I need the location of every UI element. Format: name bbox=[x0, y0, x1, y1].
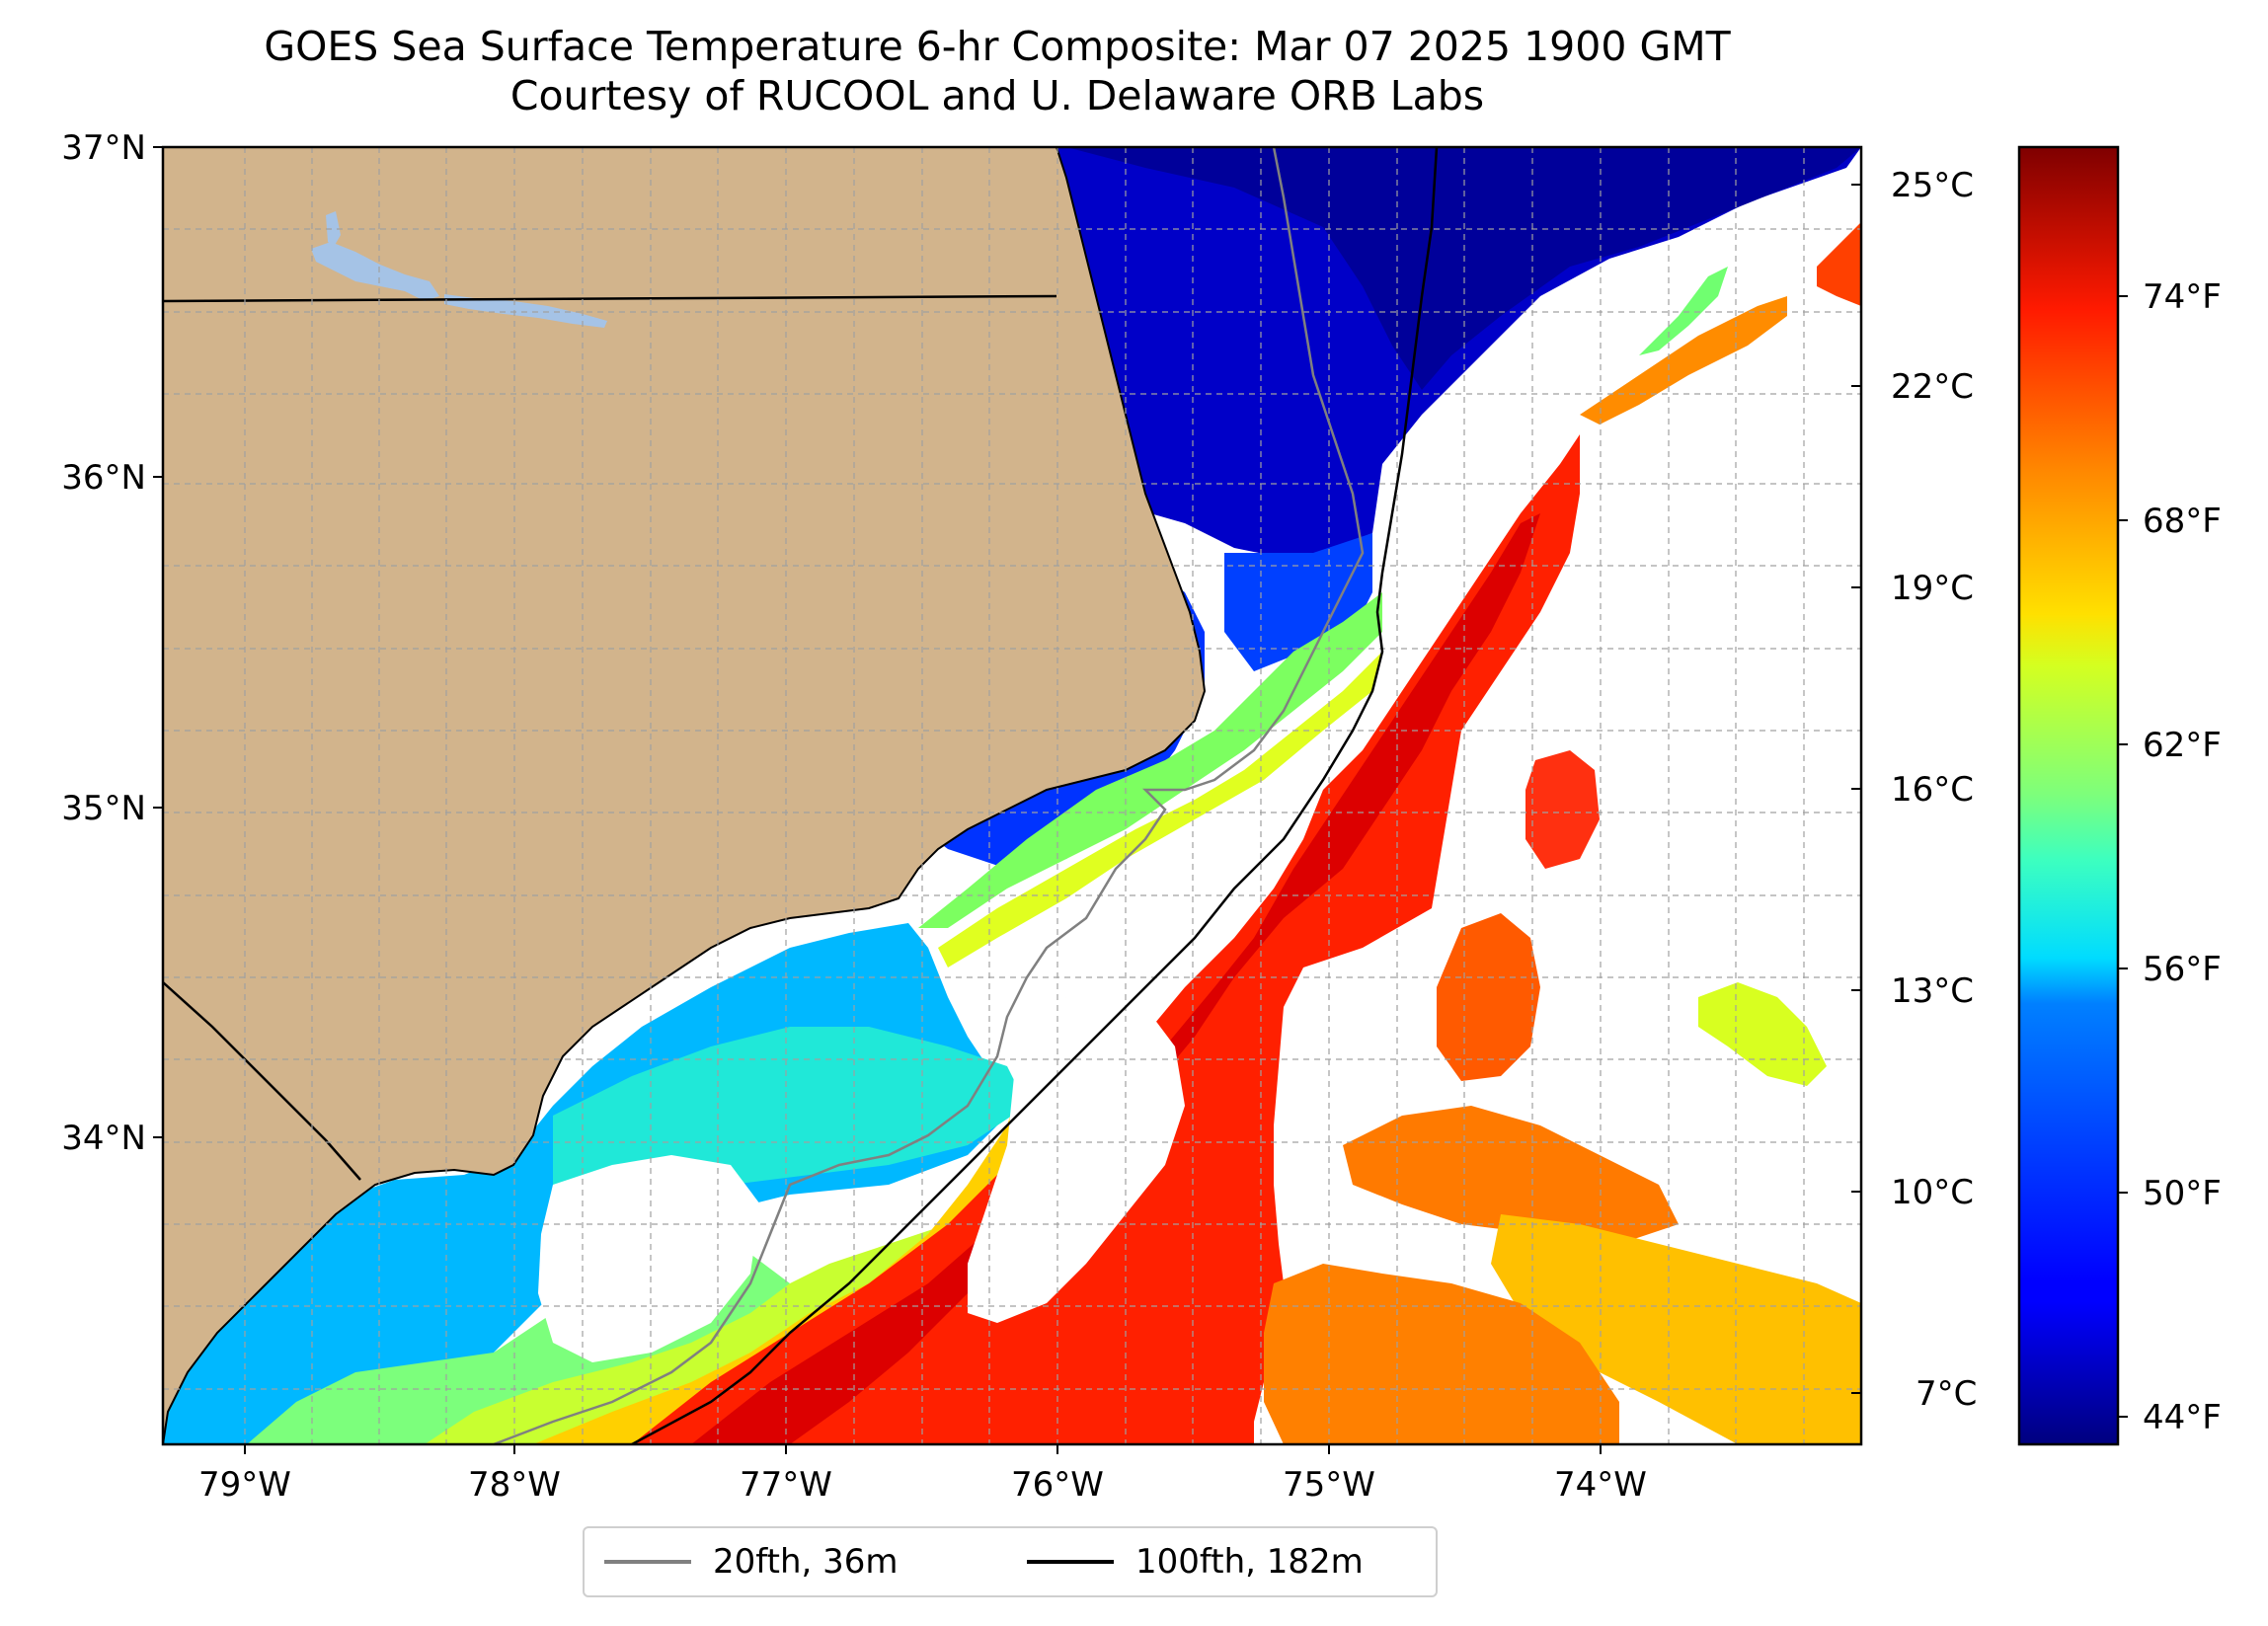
lon-label-78: 78°W bbox=[468, 1465, 561, 1505]
sst-gulf-stream bbox=[632, 434, 1580, 1444]
no-data-gap-1 bbox=[968, 977, 1185, 1323]
lat-label-36: 36°N bbox=[61, 458, 146, 498]
isobath-100fth bbox=[631, 147, 1439, 1444]
lat-label-34: 34°N bbox=[61, 1119, 146, 1158]
lake-kerr-arm bbox=[326, 211, 341, 247]
lake-gaston bbox=[444, 294, 607, 328]
lat-label-37: 37°N bbox=[61, 128, 146, 168]
map-frame bbox=[161, 145, 1863, 1446]
legend-swatch-20fth bbox=[604, 1560, 691, 1564]
sst-offshore-east-red bbox=[1525, 750, 1600, 869]
sst-offshore-south-yellow bbox=[1491, 1214, 1861, 1444]
graticule bbox=[163, 147, 1861, 1444]
lon-label-79: 79°W bbox=[198, 1465, 291, 1505]
sst-offshore-south-orange bbox=[1343, 1106, 1679, 1244]
legend-item-20fth: 20fth, 36m bbox=[604, 1542, 899, 1582]
nc-sc-border bbox=[162, 981, 361, 1181]
axis-ticks bbox=[153, 146, 1602, 1454]
sst-shelf-yellowgreen bbox=[425, 1224, 968, 1444]
legend-label-100fth: 100fth, 182m bbox=[1135, 1542, 1364, 1582]
lon-label-77: 77°W bbox=[740, 1465, 832, 1505]
sst-cape-green bbox=[918, 592, 1382, 928]
lon-label-75: 75°W bbox=[1283, 1465, 1375, 1505]
legend-item-100fth: 100fth, 182m bbox=[1027, 1542, 1364, 1582]
lon-label-74: 74°W bbox=[1554, 1465, 1647, 1505]
sst-offshore-ne-orange bbox=[1580, 296, 1787, 425]
sst-offshore-ne-green bbox=[1639, 267, 1728, 355]
isobath-20fth bbox=[493, 147, 1365, 1444]
land-mass bbox=[163, 147, 1207, 1444]
lake-kerr bbox=[311, 242, 439, 301]
sst-offshore-east-orange bbox=[1437, 913, 1540, 1081]
isobath-legend: 20fth, 36m 100fth, 182m bbox=[583, 1526, 1438, 1597]
sst-offshore-ne-yellowgreen bbox=[1698, 982, 1827, 1086]
sst-offshore-se-orange bbox=[1264, 1264, 1619, 1444]
title-line-1: GOES Sea Surface Temperature 6-hr Compos… bbox=[264, 23, 1731, 70]
no-data-gap-2 bbox=[538, 1155, 760, 1362]
legend-swatch-100fth bbox=[1027, 1560, 1114, 1564]
lon-label-76: 76°W bbox=[1011, 1465, 1104, 1505]
map-title: GOES Sea Surface Temperature 6-hr Compos… bbox=[0, 22, 1994, 120]
legend-label-20fth: 20fth, 36m bbox=[713, 1542, 899, 1582]
sst-cape-yellow bbox=[938, 652, 1382, 968]
title-line-2: Courtesy of RUCOOL and U. Delaware ORB L… bbox=[509, 72, 1485, 119]
lat-label-35: 35°N bbox=[61, 789, 146, 828]
sst-offshore-ne-red bbox=[1817, 222, 1861, 306]
